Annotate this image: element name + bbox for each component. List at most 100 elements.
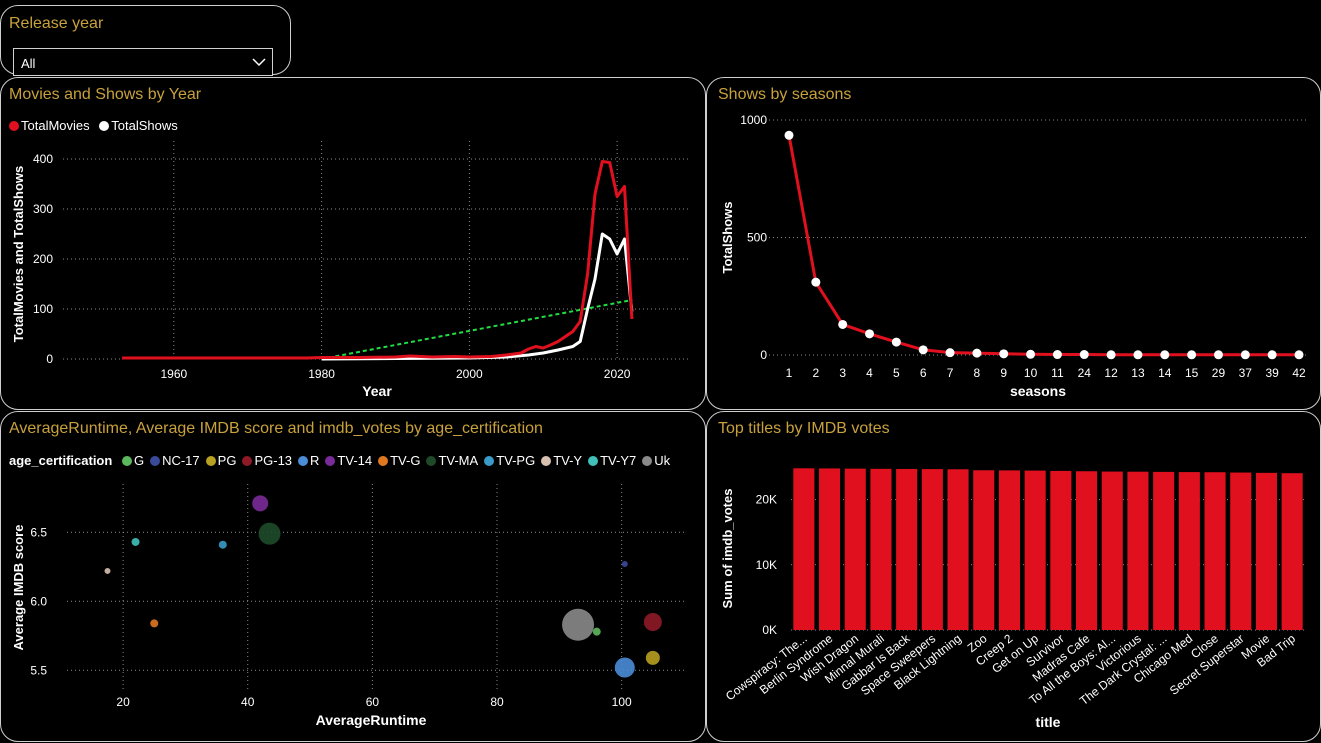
x-tick-label: 14 — [1158, 366, 1172, 380]
x-axis-title: Year — [362, 383, 392, 399]
release-year-dropdown[interactable]: All — [13, 48, 273, 76]
legend-dot — [484, 456, 495, 466]
legend-label: TV-MA — [438, 453, 479, 468]
trend-line — [321, 299, 633, 360]
data-point — [865, 329, 875, 339]
data-point — [1267, 350, 1277, 360]
scatter-point-g — [592, 627, 601, 636]
bar — [947, 469, 969, 630]
legend-label: Uk — [654, 453, 671, 468]
y-axis-title: TotalShows — [720, 202, 735, 274]
y-tick-label: 20K — [756, 493, 777, 507]
release-year-slicer: Release year All — [0, 5, 291, 76]
legend-label: TV-G — [390, 453, 421, 468]
scatter-point-pg — [645, 650, 660, 665]
series-line-totalmovies — [122, 160, 634, 360]
y-tick-label: 6.0 — [30, 594, 47, 608]
data-point — [1240, 350, 1250, 360]
data-point — [1160, 350, 1170, 360]
x-tick-label: 10 — [1024, 366, 1038, 380]
legend-label: PG-13 — [254, 453, 293, 468]
y-tick-label: 300 — [33, 202, 53, 216]
y-tick-label: 500 — [747, 231, 767, 245]
bar — [1024, 470, 1046, 630]
y-tick-label: 0K — [762, 623, 777, 637]
panel-title: Shows by seasons — [718, 86, 852, 103]
x-tick-label: 11 — [1051, 366, 1064, 380]
bar — [1127, 471, 1149, 630]
x-tick-label: 2020 — [604, 367, 631, 381]
x-tick-label: 100 — [612, 695, 632, 709]
x-tick-label: 80 — [490, 695, 504, 709]
scatter-point-tv-pg — [218, 540, 227, 549]
data-point — [1213, 350, 1223, 360]
runtime-score-panel: AverageRuntime, Average IMDB score and i… — [0, 411, 706, 742]
x-tick-label: 39 — [1265, 366, 1279, 380]
y-axis-title: Average IMDB score — [11, 525, 26, 651]
bar — [793, 468, 815, 630]
scatter-point-tv-y7 — [131, 537, 140, 546]
bar — [819, 468, 841, 630]
bar — [1230, 472, 1252, 630]
x-tick-label: 13 — [1131, 366, 1145, 380]
x-tick-label: 42 — [1292, 366, 1306, 380]
data-point — [811, 277, 821, 287]
panel-title: AverageRuntime, Average IMDB score and i… — [9, 420, 543, 437]
scatter-point-nc-17 — [621, 561, 628, 568]
data-point — [1106, 350, 1116, 360]
legend-dot — [588, 456, 599, 466]
y-tick-label: 200 — [33, 252, 53, 266]
data-point — [1133, 350, 1143, 360]
bar — [870, 468, 892, 630]
legend-label: TV-Y7 — [600, 453, 637, 468]
data-point — [1294, 350, 1304, 360]
legend-label: R — [310, 453, 320, 468]
y-tick-label: 100 — [33, 302, 53, 316]
movies-shows-panel: Movies and Shows by Year TotalMovies Tot… — [0, 77, 706, 410]
x-axis-title: seasons — [1010, 383, 1066, 399]
legend-dot — [121, 456, 132, 466]
data-point — [1052, 350, 1062, 360]
legend-dot — [298, 456, 309, 466]
x-axis-title: title — [1036, 714, 1061, 730]
panel-title: Movies and Shows by Year — [9, 86, 202, 103]
data-point — [784, 130, 794, 140]
data-point — [891, 337, 901, 347]
x-tick-label: 37 — [1239, 366, 1253, 380]
legend-dot-movies — [9, 121, 19, 131]
legend-label-movies: TotalMovies — [21, 118, 90, 133]
x-tick-label: 1 — [786, 366, 793, 380]
legend-label-shows: TotalShows — [111, 118, 178, 133]
data-point — [945, 348, 955, 358]
x-tick-label: 3 — [839, 366, 846, 380]
legend-label: PG — [217, 453, 237, 468]
legend-label: NC-17 — [162, 453, 200, 468]
scatter-point-tv-y — [104, 567, 111, 574]
y-axis-title: TotalMovies and TotalShows — [11, 166, 26, 342]
bar — [896, 468, 918, 630]
x-tick-label: 40 — [241, 695, 255, 709]
x-tick-label: 2 — [812, 366, 819, 380]
line-legend: TotalMovies TotalShows — [5, 118, 178, 133]
legend-dot — [426, 456, 437, 466]
y-tick-label: 0 — [46, 352, 53, 366]
bar — [1076, 471, 1098, 630]
legend-dot — [642, 456, 653, 466]
scatter-point-pg-13 — [643, 613, 662, 631]
scatter-point-r — [614, 657, 635, 678]
data-point — [999, 349, 1009, 359]
data-point — [972, 348, 982, 358]
age-certification-legend: age_certification G NC-17 PG PG-13 R TV-14 TV-… — [9, 453, 670, 468]
legend-dot — [541, 456, 552, 466]
bar — [921, 469, 943, 630]
bar — [1050, 470, 1072, 630]
y-tick-label: 10K — [756, 558, 777, 572]
data-point — [1026, 349, 1036, 359]
series-line — [787, 135, 1299, 357]
scatter-point-tv-14 — [252, 495, 269, 512]
bar — [1101, 471, 1123, 630]
legend-dot — [150, 456, 161, 466]
x-tick-label: 8 — [974, 366, 981, 380]
